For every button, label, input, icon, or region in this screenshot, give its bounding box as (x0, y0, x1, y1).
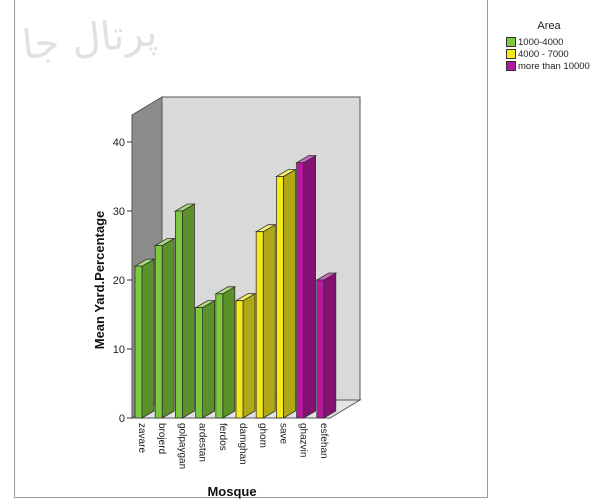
bar-front (316, 279, 325, 419)
y-tick-label: 20 (113, 275, 125, 287)
y-axis-title: Mean Yard.Percentage (92, 211, 107, 350)
bar-front (255, 231, 264, 419)
legend-item-small: 1000-4000 (506, 36, 602, 48)
x-axis-labels: zavare brojerd golpaygan ardestan ferdos damg… (136, 423, 329, 469)
legend-label: 1000-4000 (518, 36, 564, 48)
bar (214, 286, 237, 419)
bar-front (195, 307, 204, 419)
x-tick-label: ardestan (197, 423, 208, 462)
legend-item-large: more than 10000 (506, 60, 602, 72)
bar-side (282, 168, 296, 419)
bar (315, 272, 338, 419)
bar-front (296, 162, 305, 419)
legend-swatch (506, 61, 516, 71)
y-tick-label: 40 (113, 137, 125, 149)
x-tick-label: esfehan (318, 423, 329, 459)
bar-side (323, 272, 337, 419)
legend-label: more than 10000 (518, 60, 590, 72)
bar-front (235, 300, 244, 419)
bar-front (215, 293, 224, 419)
x-axis-title: Mosque (207, 484, 256, 499)
bar (234, 293, 257, 419)
bar (194, 299, 217, 419)
bar-side (262, 224, 276, 419)
legend-title: Area (537, 20, 561, 32)
x-tick-label: zavare (136, 423, 147, 453)
y-tick-label: 0 (119, 413, 125, 425)
bar-front (174, 210, 183, 419)
bar (274, 168, 297, 419)
bar (173, 203, 196, 419)
bar-side (181, 203, 195, 419)
x-tick-label: damghan (237, 423, 248, 465)
bar-side (141, 258, 155, 419)
bar (153, 237, 176, 419)
bars (133, 155, 338, 419)
x-tick-label: ghom (257, 423, 268, 448)
bar (295, 155, 318, 419)
bar-side (303, 155, 317, 419)
x-tick-label: brojerd (156, 423, 167, 454)
legend-swatch (506, 37, 516, 47)
bar-side (202, 299, 216, 419)
bar-side (222, 286, 236, 419)
x-tick-label: golpaygan (176, 423, 187, 469)
legend-item-medium: 4000 - 7000 (506, 48, 602, 60)
bar-side (161, 237, 175, 419)
bar-side (242, 293, 256, 419)
bar-front (154, 245, 163, 419)
bar (254, 224, 277, 419)
y-tick-label: 30 (113, 206, 125, 218)
bar-front (134, 265, 143, 419)
y-tick-label: 10 (113, 344, 125, 356)
bar (133, 258, 156, 419)
legend: Area 1000-4000 4000 - 7000 more than 100… (506, 20, 602, 72)
y-axis: 0 10 20 30 40 (113, 137, 132, 425)
x-tick-label: ghazvin (298, 423, 309, 457)
x-tick-label: save (277, 423, 288, 445)
legend-label: 4000 - 7000 (518, 48, 569, 60)
bar-front (275, 176, 284, 419)
x-tick-label: ferdos (217, 423, 228, 451)
legend-swatch (506, 49, 516, 59)
